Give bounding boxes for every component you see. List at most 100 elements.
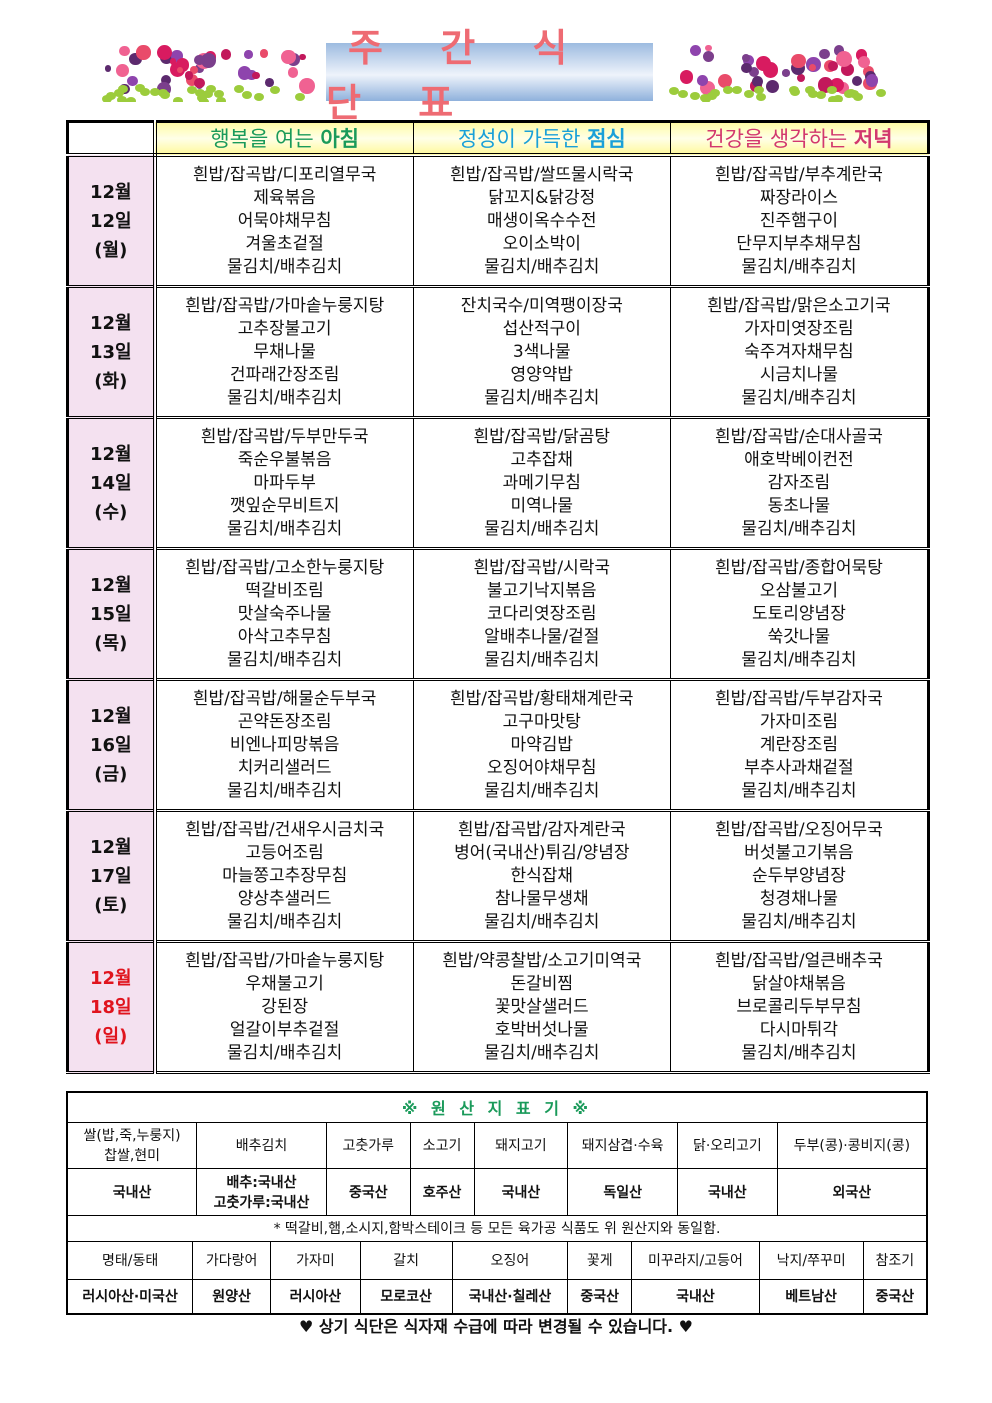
flower bbox=[116, 63, 130, 77]
menu-item: 짜장라이스 bbox=[759, 187, 839, 208]
menu-item: 흰밥/잡곡밥/해물순두부국 bbox=[192, 688, 377, 709]
menu-item: 다시마튀각 bbox=[759, 1019, 839, 1040]
flower bbox=[264, 78, 274, 88]
dinner-cell: 흰밥/잡곡밥/오징어무국 버섯불고기볶음 순두부양념장 청경채나물 물김치/배추김치 bbox=[669, 810, 930, 942]
menu-row: 12월 15일 (목) 흰밥/잡곡밥/고소한누룽지탕 떡갈비조림 맛살숙주나물 아삭고추무침… bbox=[66, 548, 930, 680]
header-dinner-bold: 저녁 bbox=[853, 127, 893, 151]
leaf bbox=[700, 94, 711, 102]
lunch-cell: 흰밥/약콩찰밥/소고기미역국 돈갈비찜 꽃맛살샐러드 호박버섯나물 물김치/배추김치 bbox=[412, 941, 671, 1073]
menu-item: 물김치/배추김치 bbox=[741, 649, 857, 670]
menu-item: 물김치/배추김치 bbox=[484, 256, 600, 277]
leaf bbox=[875, 88, 886, 97]
menu-item: 물김치/배추김치 bbox=[484, 911, 600, 932]
menu-item: 어묵야채무침 bbox=[237, 210, 332, 231]
weekly-menu-table: 행복을 여는 아침 정성이 가득한 점심 건강을 생각하는 저녁 12월 12일 (… bbox=[66, 120, 930, 1074]
menu-item: 3색나물 bbox=[512, 341, 571, 362]
breakfast-cell: 흰밥/잡곡밥/고소한누룽지탕 떡갈비조림 맛살숙주나물 아삭고추무침 물김치/배추김치 bbox=[154, 548, 414, 680]
origin-seafood-value: 중국산 bbox=[862, 1278, 928, 1315]
leaf bbox=[206, 84, 217, 93]
origin-seafood-value: 러시아산 bbox=[270, 1278, 361, 1315]
flower bbox=[252, 71, 260, 80]
menu-item: 건파래간장조림 bbox=[229, 364, 340, 385]
flower bbox=[697, 75, 709, 87]
menu-item: 계란장조림 bbox=[759, 734, 839, 755]
flower bbox=[287, 67, 299, 79]
menu-item: 호박버섯나물 bbox=[494, 1019, 589, 1040]
menu-item: 물김치/배추김치 bbox=[484, 518, 600, 539]
menu-item: 물김치/배추김치 bbox=[484, 387, 600, 408]
menu-header-row: 행복을 여는 아침 정성이 가득한 점심 건강을 생각하는 저녁 bbox=[66, 121, 930, 157]
menu-item: 물김치/배추김치 bbox=[227, 518, 343, 539]
date-weekday: (수) bbox=[94, 501, 128, 523]
leaf bbox=[113, 88, 124, 97]
origin-item: 닭·오리고기 bbox=[677, 1121, 778, 1169]
menu-item: 흰밥/잡곡밥/두부만두국 bbox=[200, 426, 369, 447]
flower bbox=[748, 66, 760, 78]
leaf bbox=[732, 86, 743, 95]
origin-seafood-item: 가다랑어 bbox=[192, 1240, 271, 1280]
date-cell: 12월 15일 (목) bbox=[66, 548, 157, 680]
origin-value: 호주산 bbox=[409, 1167, 475, 1216]
breakfast-cell: 흰밥/잡곡밥/가마솥누룽지탕 우채불고기 강된장 얼갈이부추겉절 물김치/배추김치 bbox=[154, 941, 414, 1073]
header-breakfast: 행복을 여는 아침 bbox=[154, 121, 414, 157]
flower bbox=[201, 53, 217, 69]
leaf bbox=[135, 84, 146, 92]
menu-item: 숙주겨자채무침 bbox=[744, 341, 854, 362]
menu-item: 영양약밥 bbox=[510, 364, 574, 385]
menu-item: 물김치/배추김치 bbox=[741, 387, 857, 408]
menu-item: 참나물무생채 bbox=[494, 888, 589, 909]
dinner-cell: 흰밥/잡곡밥/부추계란국 짜장라이스 진주햄구이 단무지부추채무침 물김치/배추김치 bbox=[669, 154, 930, 287]
dinner-cell: 흰밥/잡곡밥/얼큰배추국 닭살야채볶음 브로콜리두부무침 다시마튀각 물김치/배추김치 bbox=[669, 941, 930, 1073]
menu-item: 고등어조림 bbox=[245, 842, 324, 863]
menu-item: 마파두부 bbox=[253, 472, 316, 493]
menu-item: 고추잡채 bbox=[510, 449, 574, 470]
leaf bbox=[116, 96, 127, 102]
flower bbox=[104, 65, 112, 73]
lunch-cell: 잔치국수/미역팽이장국 섭산적구이 3색나물 영양약밥 물김치/배추김치 bbox=[412, 286, 671, 418]
flower bbox=[741, 53, 751, 62]
origin-seafood-value: 국내산·칠레산 bbox=[451, 1278, 569, 1315]
flower bbox=[126, 75, 138, 87]
origin-items-row: 쌀(밥,죽,누룽지) 찹쌀,현미 배추김치 고춧가루 소고기 돼지고기 돼지삼겹·수육 닭·… bbox=[66, 1121, 928, 1169]
leaf bbox=[216, 96, 227, 102]
origin-item: 돼지삼겹·수육 bbox=[567, 1121, 678, 1169]
flower bbox=[751, 75, 764, 88]
menu-item: 브로콜리두부무침 bbox=[736, 996, 862, 1017]
menu-item: 물김치/배추김치 bbox=[741, 256, 857, 277]
flower bbox=[161, 75, 172, 86]
flower bbox=[866, 74, 879, 87]
menu-item: 곤약돈장조림 bbox=[237, 711, 332, 732]
menu-item: 맛살숙주나물 bbox=[237, 603, 332, 624]
date-weekday: (목) bbox=[94, 632, 128, 654]
menu-item: 얼갈이부추겉절 bbox=[229, 1019, 340, 1040]
date-cell: 12월 13일 (화) bbox=[66, 286, 157, 418]
origin-seafood-values-row: 러시아산·미국산 원양산 러시아산 모로코산 국내산·칠레산 중국산 국내산 베트남산 중국산 bbox=[66, 1278, 928, 1315]
menu-item: 물김치/배추김치 bbox=[227, 780, 343, 801]
leaf bbox=[690, 92, 701, 101]
flower bbox=[169, 58, 176, 65]
menu-row: 12월 18일 (일) 흰밥/잡곡밥/가마솥누룽지탕 우채불고기 강된장 얼갈이부추겉절 물김… bbox=[66, 941, 930, 1073]
date-month: 12월 bbox=[89, 312, 132, 334]
leaf bbox=[106, 92, 117, 101]
flower bbox=[299, 78, 315, 95]
date-month: 12월 bbox=[89, 705, 132, 727]
menu-item: 물김치/배추김치 bbox=[741, 1042, 857, 1063]
header-lunch-bold: 점심 bbox=[587, 127, 626, 151]
origin-value: 배추:국내산 고춧가루:국내산 bbox=[196, 1167, 327, 1216]
flower bbox=[244, 50, 253, 59]
menu-item: 물김치/배추김치 bbox=[227, 911, 343, 932]
flower bbox=[156, 44, 172, 60]
flower bbox=[259, 49, 269, 58]
menu-item: 마늘쫑고추장무침 bbox=[222, 865, 348, 886]
flower bbox=[184, 71, 193, 80]
menu-item: 흰밥/잡곡밥/종합어묵탕 bbox=[714, 557, 883, 578]
menu-item: 흰밥/잡곡밥/두부감자국 bbox=[714, 688, 883, 709]
menu-item: 강된장 bbox=[261, 996, 309, 1017]
flower bbox=[782, 69, 790, 77]
menu-item: 양상추샐러드 bbox=[237, 888, 332, 909]
flower bbox=[190, 66, 199, 74]
menu-row: 12월 17일 (토) 흰밥/잡곡밥/건새우시금치국 고등어조림 마늘쫑고추장무침 양상추샐… bbox=[66, 810, 930, 942]
header-breakfast-bold: 아침 bbox=[320, 127, 359, 151]
flower bbox=[119, 45, 130, 57]
leaf bbox=[832, 94, 843, 102]
